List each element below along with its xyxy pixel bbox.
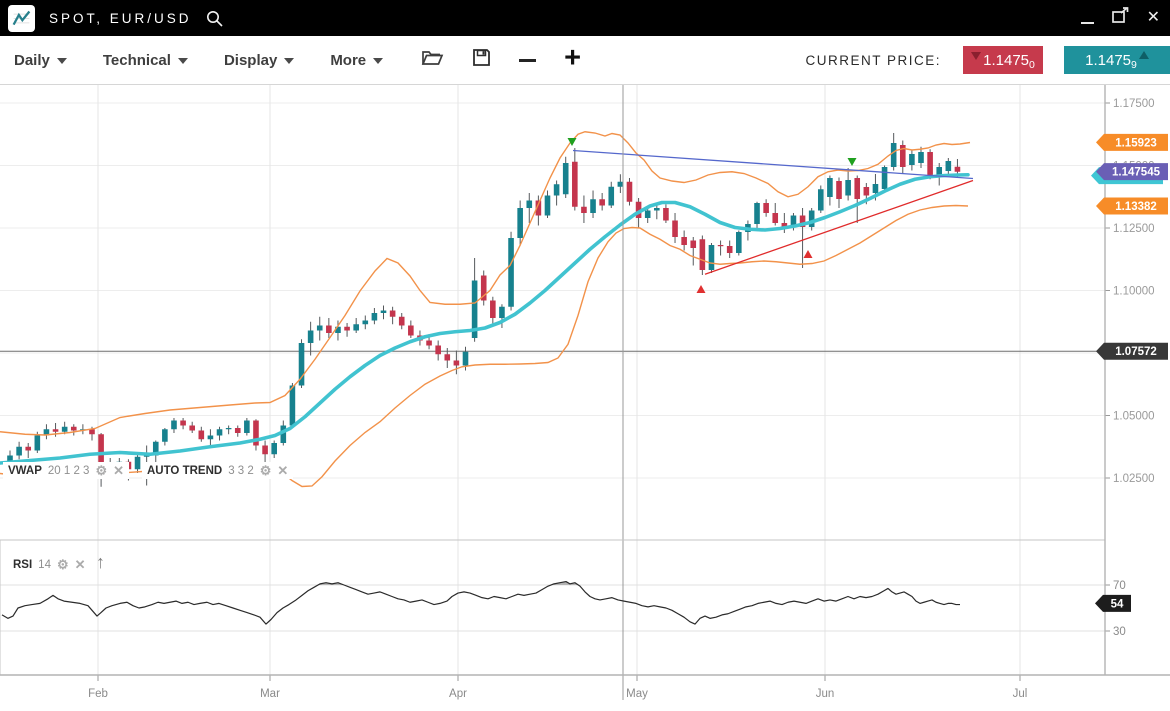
chevron-down-icon — [56, 58, 67, 64]
menu-more-label: More — [330, 51, 367, 69]
signal-triangle-up — [696, 285, 706, 293]
svg-text:1.05000: 1.05000 — [1113, 411, 1155, 423]
svg-text:May: May — [626, 688, 648, 700]
move-pane-up-icon[interactable]: ↑ — [96, 552, 105, 572]
gear-icon[interactable]: ⚙ — [95, 462, 108, 478]
axis-badge-horizontal-line-value: 1.07572 — [1096, 342, 1168, 360]
indicator-legend-vwap: VWAP 20 1 2 3 ⚙ ✕ — [3, 462, 130, 479]
menu-more[interactable]: More — [330, 51, 384, 69]
chevron-down-icon — [373, 58, 384, 64]
svg-text:1.17500: 1.17500 — [1113, 98, 1155, 110]
search-icon[interactable] — [206, 10, 223, 27]
svg-text:Feb: Feb — [88, 688, 108, 700]
svg-text:1.10000: 1.10000 — [1113, 286, 1155, 298]
rsi-overbought-fill — [2, 581, 960, 585]
bid-price-value: 1.1475 — [983, 51, 1030, 69]
ask-price-pip: 9 — [1131, 59, 1137, 71]
close-icon[interactable]: ✕ — [277, 462, 289, 478]
svg-text:70: 70 — [1113, 580, 1126, 592]
title-bar: SPOT, EUR/USD ✕ — [0, 0, 1170, 36]
arrow-down-icon — [971, 52, 982, 60]
trendline-descending-resistance — [572, 149, 974, 180]
popout-button[interactable] — [1111, 7, 1130, 29]
axis-badge-rsi-value: 54 — [1095, 594, 1131, 612]
menu-timeframe[interactable]: Daily — [14, 52, 67, 69]
menu-display[interactable]: Display — [223, 51, 295, 69]
svg-text:1.12500: 1.12500 — [1113, 223, 1155, 235]
current-price-label: CURRENT PRICE: — [805, 52, 941, 68]
axis-badge-current-price-value: 1.147545 — [1091, 163, 1168, 185]
gear-icon[interactable]: ⚙ — [259, 462, 272, 478]
ask-price-value: 1.1475 — [1085, 51, 1132, 69]
close-icon[interactable]: ✕ — [74, 556, 86, 572]
symbol-title: SPOT, EUR/USD — [49, 10, 192, 26]
chevron-down-icon — [177, 58, 188, 64]
svg-text:1.13382: 1.13382 — [1115, 201, 1157, 213]
autotrend-label: AUTO TREND — [147, 464, 223, 477]
axis-badge-bollinger-lower-value: 1.13382 — [1096, 197, 1168, 215]
rsi-line — [1, 580, 960, 625]
rsi-params: 14 — [38, 558, 51, 571]
autotrend-params: 3 3 2 — [228, 464, 254, 477]
signal-triangle-down — [567, 138, 577, 146]
toolbar: Daily Technical Display More — [0, 36, 1170, 85]
indicator-legend-autotrend: AUTO TREND 3 3 2 ⚙ ✕ — [142, 462, 294, 479]
candles — [7, 133, 961, 487]
svg-text:1.07572: 1.07572 — [1115, 346, 1157, 358]
bid-price-badge: 1.1475 0 — [963, 46, 1043, 74]
vwap-params: 20 1 2 3 — [47, 464, 90, 477]
rsi-label: RSI — [13, 558, 33, 571]
arrow-up-icon — [1138, 51, 1149, 59]
axis-badge-bollinger-upper-value: 1.15923 — [1096, 133, 1168, 151]
signal-triangle-up — [803, 250, 813, 258]
chart-area[interactable]: 1.175001.150001.125001.100001.075001.050… — [0, 84, 1170, 711]
svg-text:Mar: Mar — [260, 688, 280, 700]
menu-technical[interactable]: Technical — [103, 52, 188, 69]
menu-timeframe-label: Daily — [14, 51, 50, 69]
svg-text:1.15923: 1.15923 — [1115, 137, 1157, 149]
save-icon[interactable] — [472, 48, 491, 72]
svg-text:1.147545: 1.147545 — [1112, 167, 1161, 179]
menu-display-label: Display — [223, 51, 278, 69]
minimize-button[interactable] — [1080, 13, 1094, 24]
bollinger-lower-band — [0, 204, 969, 488]
svg-text:Jun: Jun — [816, 688, 835, 700]
indicator-legend-rsi: RSI 14 ⚙ ✕ — [8, 556, 91, 573]
svg-text:54: 54 — [1111, 598, 1124, 610]
app-logo-chart-icon — [8, 4, 35, 32]
vwap-line — [0, 172, 970, 465]
menu-technical-label: Technical — [102, 51, 171, 69]
vwap-label: VWAP — [8, 464, 42, 477]
zoom-out-icon[interactable] — [519, 58, 537, 62]
svg-text:Jul: Jul — [1013, 688, 1028, 700]
gear-icon[interactable]: ⚙ — [56, 556, 69, 572]
zoom-in-icon[interactable]: + — [564, 42, 582, 74]
close-button[interactable]: ✕ — [1146, 9, 1160, 26]
signal-triangle-down — [847, 158, 857, 166]
svg-text:1.02500: 1.02500 — [1113, 473, 1155, 485]
svg-text:30: 30 — [1113, 626, 1126, 638]
svg-text:Apr: Apr — [449, 688, 467, 700]
bid-price-pip: 0 — [1029, 59, 1035, 71]
close-icon[interactable]: ✕ — [113, 462, 125, 478]
rsi-pane-border — [0, 539, 1106, 676]
open-folder-icon[interactable] — [421, 48, 444, 72]
price-chart-svg[interactable]: 1.175001.150001.125001.100001.075001.050… — [0, 84, 1170, 711]
ask-price-badge: 1.1475 9 — [1064, 46, 1170, 74]
trendline-ascending-support — [704, 179, 974, 275]
chevron-down-icon — [284, 58, 295, 64]
